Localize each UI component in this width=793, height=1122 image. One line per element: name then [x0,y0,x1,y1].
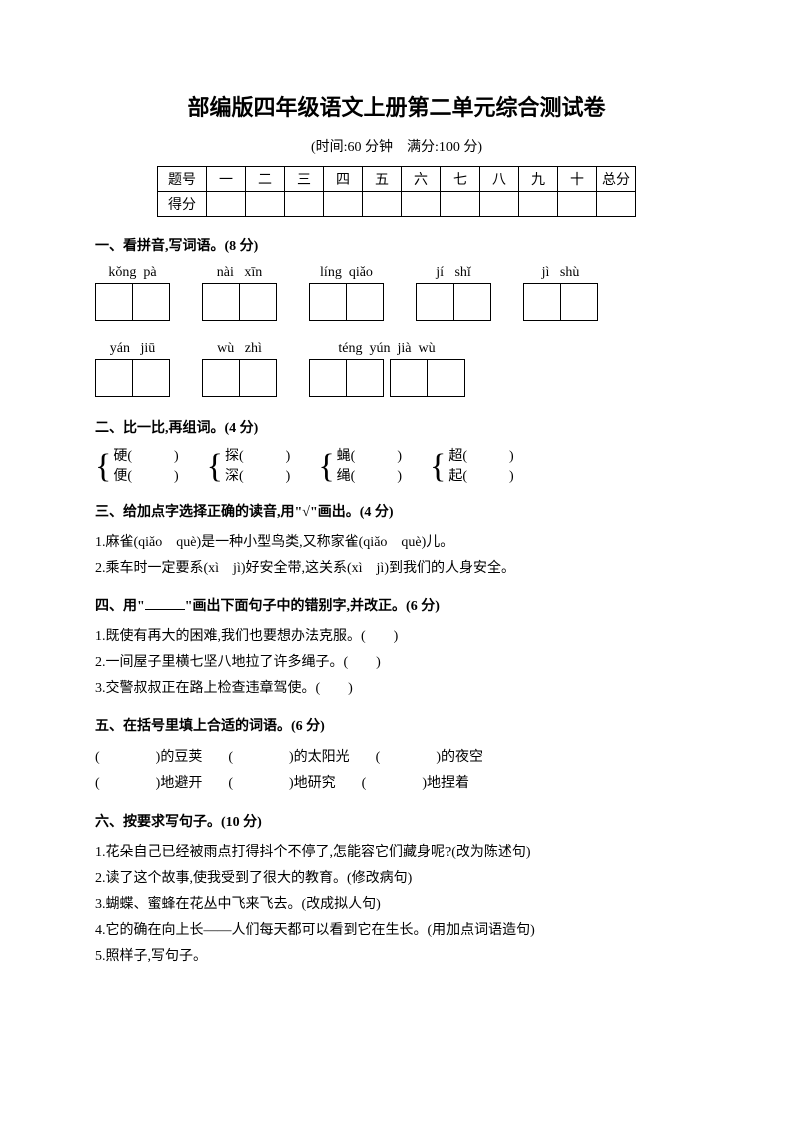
cell: 总分 [597,167,636,192]
section-5-heading: 五、在括号里填上合适的词语。(6 分) [95,715,698,735]
question-line: 1.麻雀(qiǎo què)是一种小型鸟类,又称家雀(qiǎo què)儿。 [95,531,698,555]
pinyin-label: jí shǐ [436,265,471,281]
page-subtitle: (时间:60 分钟 满分:100 分) [95,136,698,156]
cell: 九 [519,167,558,192]
underline-icon [145,595,185,610]
fill-row: ( )地避开 ( )地研究 ( )地捏着 [95,771,698,797]
cell: 五 [363,167,402,192]
pinyin-item: líng qiǎo [309,265,384,321]
fill-item[interactable]: ( )地避开 [95,771,202,797]
cell: 一 [207,167,246,192]
question-line: 5.照样子,写句子。 [95,945,698,969]
compare-line[interactable]: 探( ) [225,447,290,467]
section-1-heading: 一、看拼音,写词语。(8 分) [95,235,698,255]
compare-line[interactable]: 蝇( ) [337,447,402,467]
fill-item[interactable]: ( )地捏着 [362,771,469,797]
pinyin-label: nài xīn [217,265,263,281]
cell: 六 [402,167,441,192]
pinyin-item: yán jiū [95,341,170,397]
fill-item[interactable]: ( )的太阳光 [228,745,349,771]
section-4-heading: 四、用""画出下面句子中的错别字,并改正。(6 分) [95,595,698,615]
brace-group: { 超( ) 起( ) [430,447,514,487]
cell: 三 [285,167,324,192]
question-line: 1.花朵自己已经被雨点打得抖个不停了,怎能容它们藏身呢?(改为陈述句) [95,841,698,865]
fill-item[interactable]: ( )的夜空 [376,745,483,771]
pinyin-label: yán jiū [110,341,156,357]
section-6-heading: 六、按要求写句子。(10 分) [95,811,698,831]
compare-line[interactable]: 硬( ) [113,447,178,467]
brace-group: { 硬( ) 便( ) [95,447,179,487]
compare-line[interactable]: 超( ) [448,447,513,467]
answer-boxes[interactable] [95,359,170,397]
compare-line[interactable]: 绳( ) [337,467,402,487]
cell: 二 [246,167,285,192]
question-line: 2.读了这个故事,使我受到了很大的教育。(修改病句) [95,867,698,891]
brace-group: { 蝇( ) 绳( ) [318,447,402,487]
cell[interactable] [402,192,441,217]
pinyin-row: kǒng pà nài xīn líng qiǎo jí shǐ jì shù [95,265,698,321]
fill-row: ( )的豆荚 ( )的太阳光 ( )的夜空 [95,745,698,771]
cell[interactable] [597,192,636,217]
answer-boxes[interactable] [95,283,170,321]
answer-boxes[interactable] [309,359,465,397]
compare-line[interactable]: 便( ) [113,467,178,487]
cell[interactable] [207,192,246,217]
cell: 四 [324,167,363,192]
cell: 题号 [158,167,207,192]
compare-line[interactable]: 起( ) [448,467,513,487]
table-row: 得分 [158,192,636,217]
pinyin-item: wù zhì [202,341,277,397]
answer-boxes[interactable] [523,283,598,321]
fill-item[interactable]: ( )地研究 [228,771,335,797]
pinyin-item: jí shǐ [416,265,491,321]
pinyin-label: kǒng pà [108,265,156,281]
cell[interactable] [363,192,402,217]
pinyin-label: wù zhì [217,341,262,357]
question-line: 2.一间屋子里横七坚八地拉了许多绳子。( ) [95,651,698,675]
pinyin-label: téng yún jià wù [338,341,435,357]
compare-line[interactable]: 深( ) [225,467,290,487]
brace-icon: { [207,450,223,484]
cell: 八 [480,167,519,192]
pinyin-item: nài xīn [202,265,277,321]
answer-boxes[interactable] [202,359,277,397]
question-line: 4.它的确在向上长——人们每天都可以看到它在生长。(用加点词语造句) [95,919,698,943]
cell[interactable] [285,192,324,217]
cell[interactable] [519,192,558,217]
section-2-heading: 二、比一比,再组词。(4 分) [95,417,698,437]
cell[interactable] [324,192,363,217]
pinyin-item: téng yún jià wù [309,341,465,397]
compare-row: { 硬( ) 便( ) { 探( ) 深( ) { 蝇( ) 绳( ) { [95,447,698,487]
cell: 十 [558,167,597,192]
question-line: 3.蝴蝶、蜜蜂在花丛中飞来飞去。(改成拟人句) [95,893,698,917]
pinyin-label: líng qiǎo [320,265,373,281]
cell[interactable] [558,192,597,217]
brace-icon: { [318,450,334,484]
table-row: 题号 一 二 三 四 五 六 七 八 九 十 总分 [158,167,636,192]
answer-boxes[interactable] [202,283,277,321]
answer-boxes[interactable] [309,283,384,321]
score-table: 题号 一 二 三 四 五 六 七 八 九 十 总分 得分 [157,166,636,217]
cell[interactable] [246,192,285,217]
exam-page: 部编版四年级语文上册第二单元综合测试卷 (时间:60 分钟 满分:100 分) … [0,0,793,1122]
section-3-heading: 三、给加点字选择正确的读音,用"√"画出。(4 分) [95,501,698,521]
question-line: 2.乘车时一定要系(xì jì)好安全带,这关系(xì jì)到我们的人身安全。 [95,557,698,581]
brace-group: { 探( ) 深( ) [207,447,291,487]
cell: 七 [441,167,480,192]
cell[interactable] [480,192,519,217]
pinyin-row: yán jiū wù zhì téng yún jià wù [95,341,698,397]
brace-icon: { [430,450,446,484]
cell[interactable] [441,192,480,217]
cell: 得分 [158,192,207,217]
answer-boxes[interactable] [416,283,491,321]
pinyin-item: kǒng pà [95,265,170,321]
pinyin-label: jì shù [542,265,580,281]
pinyin-item: jì shù [523,265,598,321]
page-title: 部编版四年级语文上册第二单元综合测试卷 [95,90,698,122]
brace-icon: { [95,450,111,484]
fill-item[interactable]: ( )的豆荚 [95,745,202,771]
question-line: 1.既使有再大的困难,我们也要想办法克服。( ) [95,625,698,649]
question-line: 3.交警叔叔正在路上检查违章驾使。( ) [95,677,698,701]
